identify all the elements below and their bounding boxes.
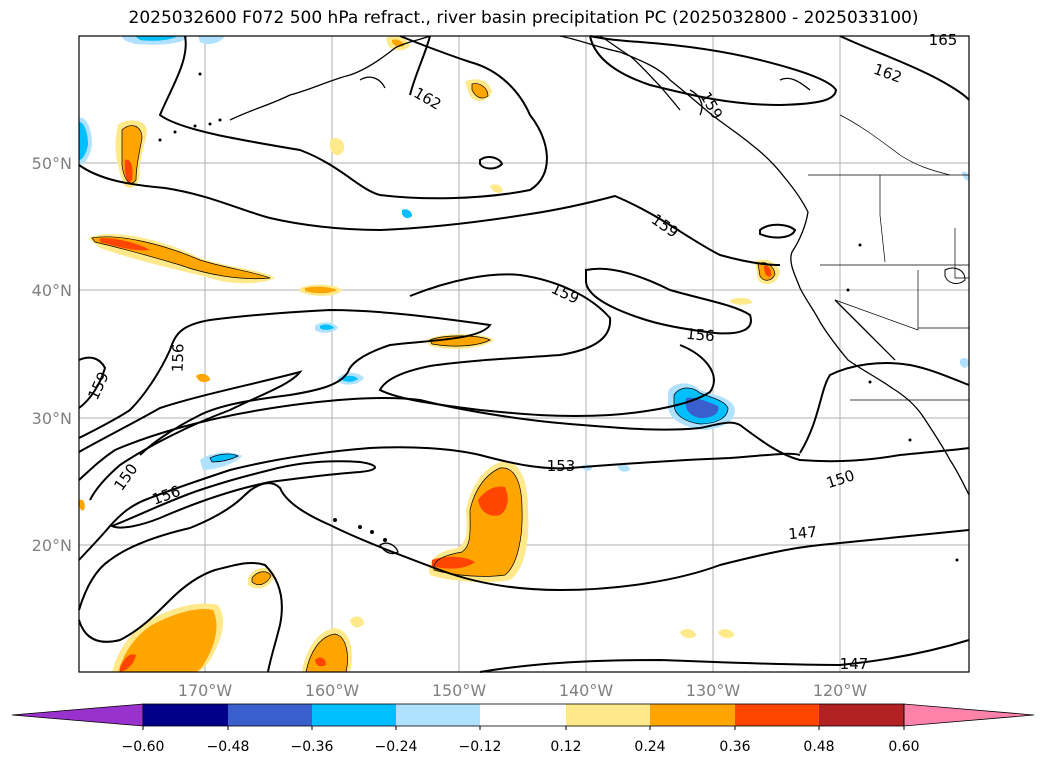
contour-lines — [78, 35, 970, 673]
lat-label: 20°N — [32, 536, 72, 555]
colorbar-tick-labels: −0.60 −0.48 −0.36 −0.24 −0.12 0.12 0.24 … — [122, 739, 920, 755]
colorbar — [11, 703, 1035, 730]
colorbar-segment — [650, 704, 735, 726]
colorbar-outline — [142, 703, 905, 727]
shading-outlines — [91, 83, 776, 673]
lat-label: 50°N — [32, 154, 72, 173]
islands — [158, 72, 959, 562]
contour-label: 147 — [788, 523, 818, 543]
lon-label: 130°W — [686, 681, 741, 700]
colorbar-extension-high — [903, 703, 1035, 727]
colorbar-tick: −0.36 — [291, 739, 334, 755]
map-area — [79, 36, 969, 672]
colorbar-tick: −0.12 — [459, 739, 502, 755]
contour-label: 156 — [685, 325, 715, 345]
lon-label: 120°W — [813, 681, 868, 700]
lon-label: 140°W — [559, 681, 614, 700]
colorbar-tick: −0.48 — [207, 739, 250, 755]
colorbar-extension-low — [11, 703, 144, 727]
colorbar-tick: 0.24 — [634, 739, 665, 755]
colorbar-segment — [819, 704, 904, 726]
colorbar-tick: 0.12 — [550, 739, 581, 755]
map-frame — [78, 35, 970, 673]
contour-label: 153 — [547, 457, 576, 475]
colorbar-tick: 0.60 — [888, 739, 919, 755]
longitude-labels: 170°W 160°W 150°W 140°W 130°W 120°W — [178, 681, 868, 700]
borders — [808, 114, 969, 401]
colorbar-segment — [480, 704, 566, 726]
colorbar-tick: −0.24 — [375, 739, 418, 755]
colorbar-tick: 0.48 — [803, 739, 834, 755]
colorbar-tick: 0.36 — [719, 739, 750, 755]
lat-label: 30°N — [32, 409, 72, 428]
coastlines — [229, 35, 970, 496]
colorbar-segment — [735, 704, 819, 726]
hawaii-island — [379, 542, 399, 555]
contour-label: 147 — [840, 655, 869, 673]
lon-label: 160°W — [305, 681, 360, 700]
map-title: 2025032600 F072 500 hPa refract., river … — [128, 8, 919, 28]
small-closed-contour — [479, 156, 504, 170]
contour-label: 165 — [929, 31, 958, 49]
lon-label: 170°W — [178, 681, 233, 700]
colorbar-segment — [566, 704, 650, 726]
colorbar-segment — [228, 704, 312, 726]
colorbar-segment — [312, 704, 396, 726]
lon-label: 150°W — [432, 681, 487, 700]
contour-label: 156 — [169, 343, 188, 372]
colorbar-segment — [396, 704, 480, 726]
small-closed-contour — [944, 267, 966, 284]
latitude-labels: 50°N 40°N 30°N 20°N — [32, 154, 72, 555]
precip-shading-positive — [79, 36, 780, 672]
colorbar-segment — [143, 704, 228, 726]
colorbar-tick: −0.60 — [122, 739, 165, 755]
lat-label: 40°N — [32, 281, 72, 300]
small-closed-contour — [759, 223, 797, 239]
